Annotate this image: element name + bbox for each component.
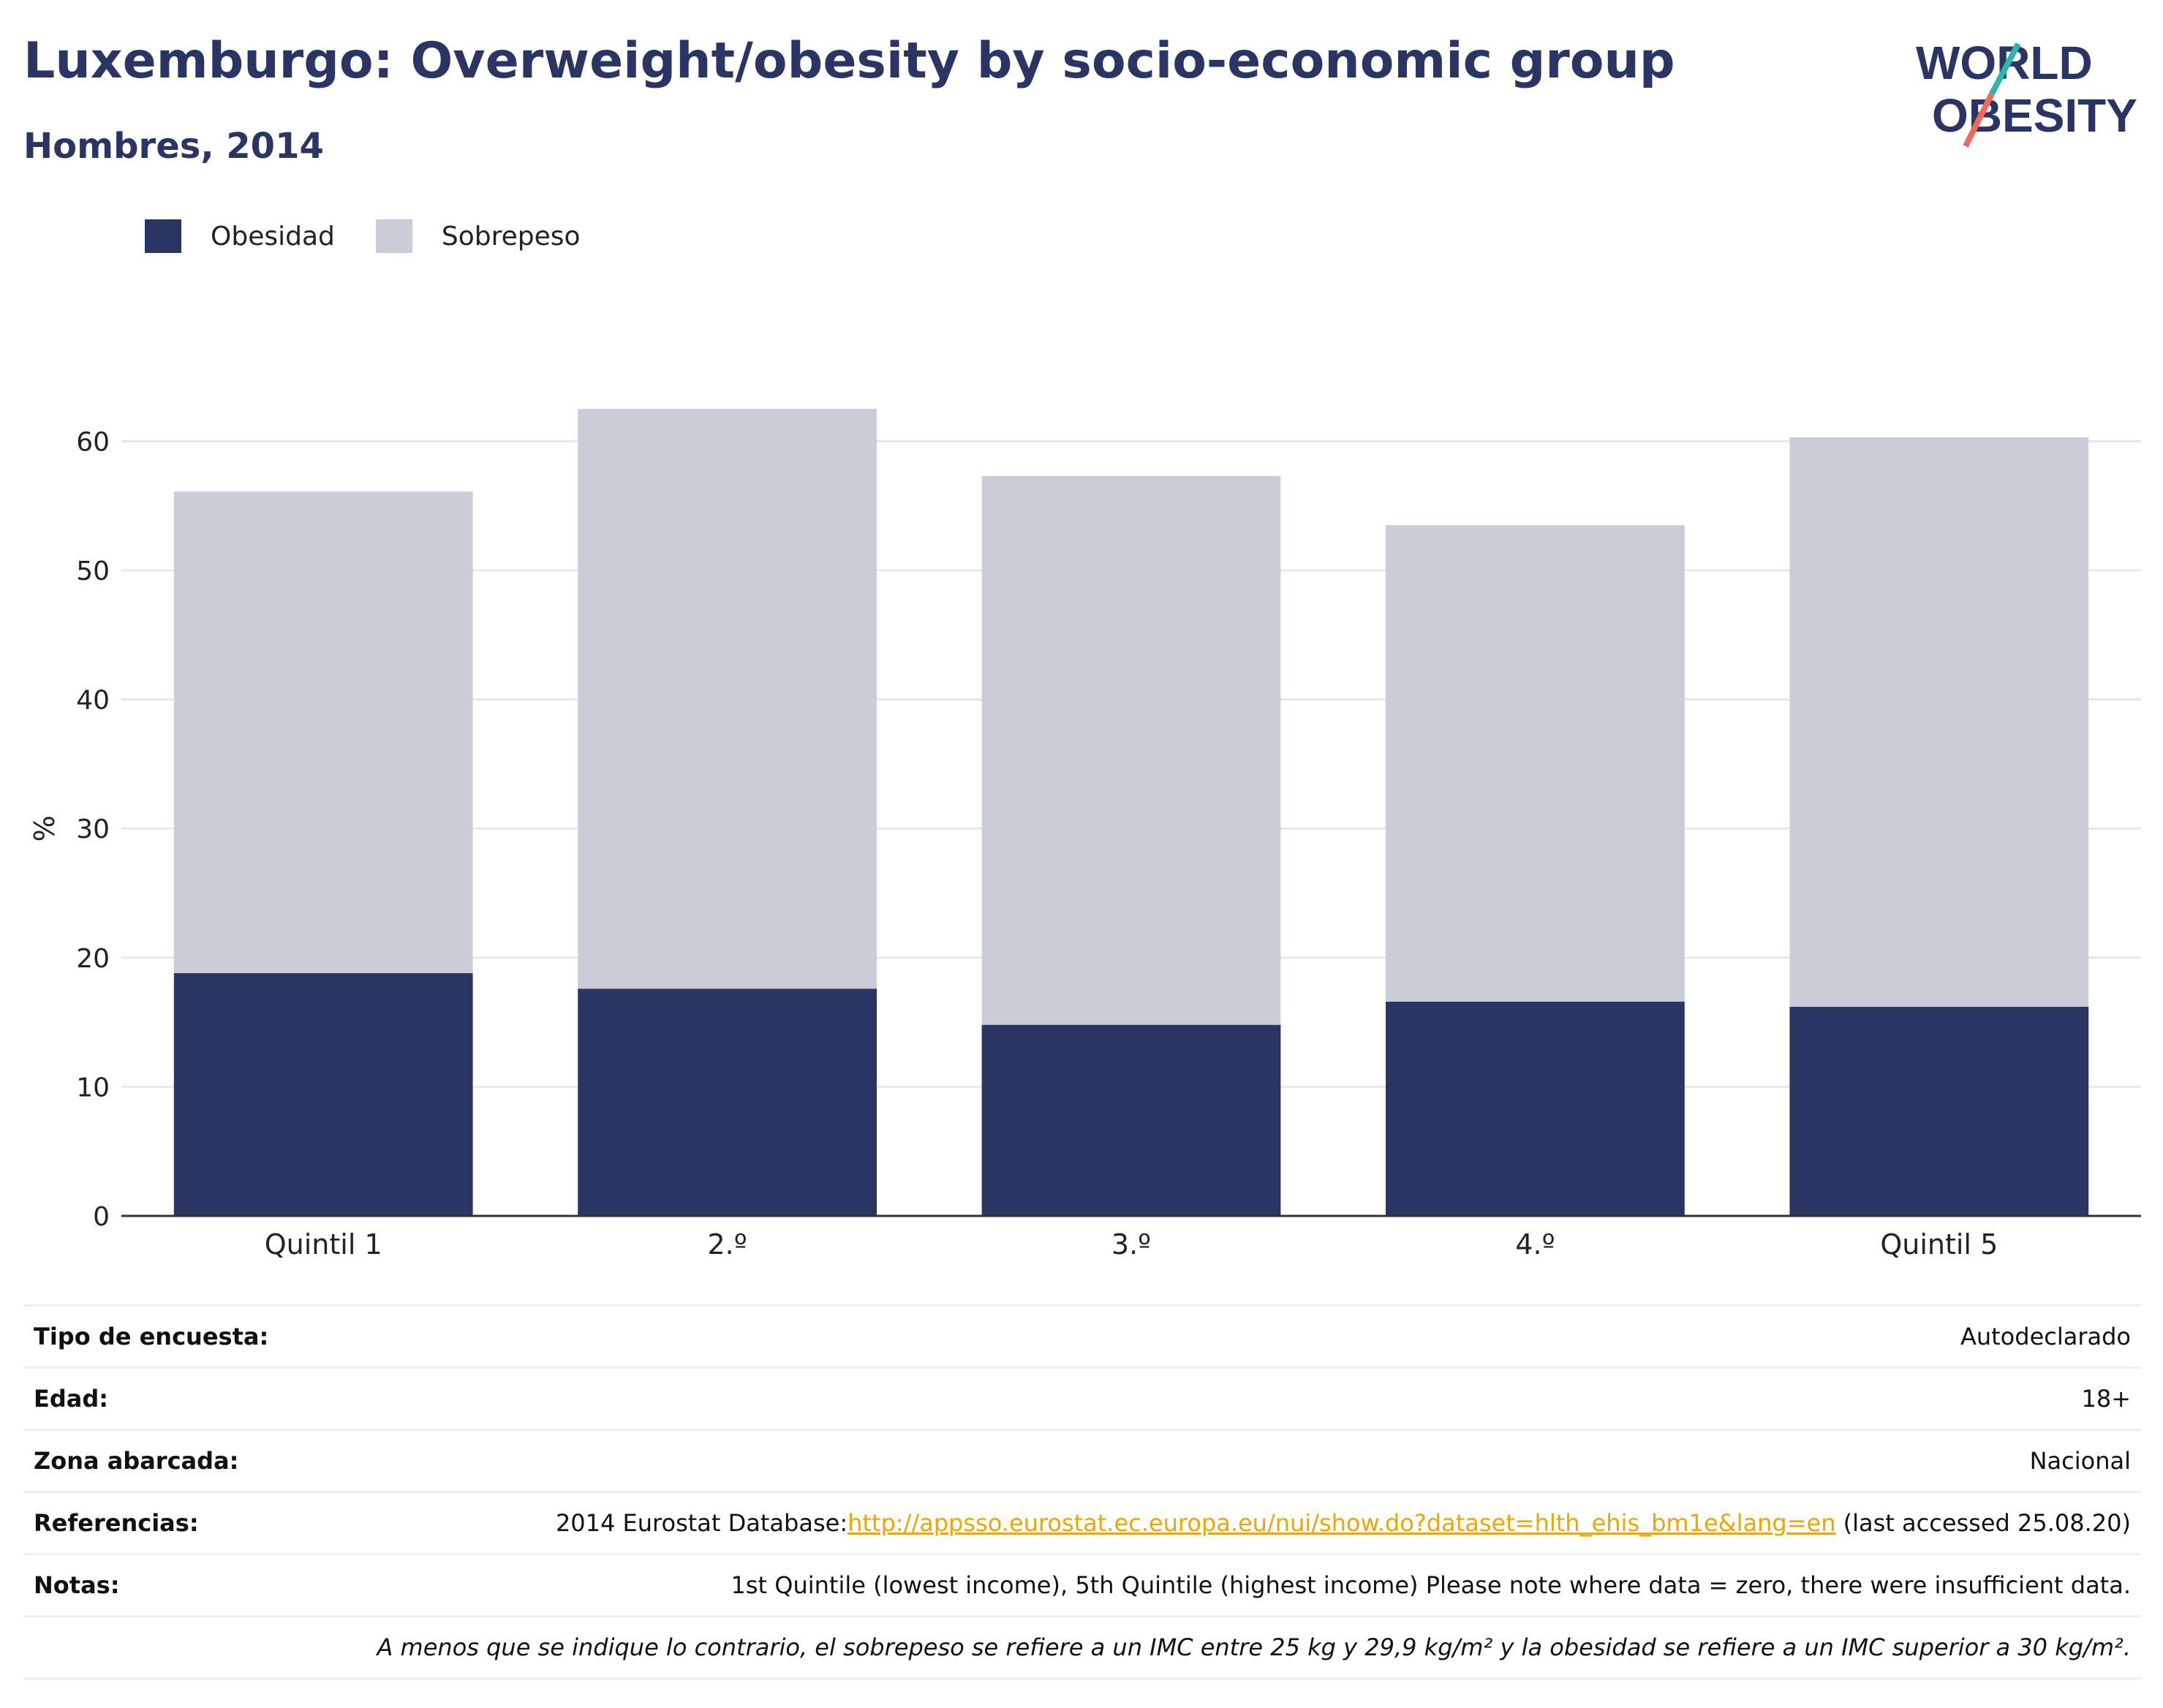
- bar-sobrepeso: [981, 476, 1281, 1025]
- legend-swatch-obesidad: [145, 219, 181, 253]
- info-row-definition: A menos que se indique lo contrario, el …: [23, 1615, 2141, 1679]
- y-tick-label: 0: [93, 1202, 110, 1232]
- info-value: 1st Quintile (lowest income), 5th Quinti…: [731, 1571, 2132, 1599]
- chart-subtitle: Hombres, 2014: [23, 126, 324, 167]
- info-label: Referencias:: [34, 1509, 199, 1537]
- legend-label-obesidad: Obesidad: [211, 221, 335, 252]
- y-tick-label: 60: [76, 427, 110, 457]
- info-label: Notas:: [34, 1571, 120, 1599]
- x-tick-label: 4.º: [1515, 1228, 1555, 1261]
- y-tick-label: 10: [76, 1073, 110, 1103]
- x-tick-label: Quintil 1: [265, 1228, 382, 1261]
- bar-sobrepeso: [173, 491, 473, 973]
- bar-obesidad: [1789, 1006, 2089, 1216]
- reference-prefix: 2014 Eurostat Database:: [555, 1509, 848, 1537]
- bar-chart: 0 10 20 30 40 50 60% Quintil 1 2.º 3.º 4.º Quintil …: [29, 409, 2141, 1261]
- legend-label-sobrepeso: Sobrepeso: [441, 221, 581, 252]
- logo-line-1: WORLD: [1916, 37, 2093, 89]
- info-row-notes: Notas: 1st Quintile (lowest income), 5th…: [23, 1553, 2141, 1615]
- x-tick-label: 2.º: [708, 1228, 747, 1261]
- logo-line-2: OBESITY: [1932, 89, 2137, 142]
- bar-sobrepeso: [1789, 437, 2089, 1007]
- y-axis-label: %: [29, 815, 61, 842]
- bar-obesidad: [981, 1024, 1281, 1216]
- reference-suffix: (last accessed 25.08.20): [1835, 1509, 2131, 1537]
- info-row-area: Zona abarcada: Nacional: [23, 1429, 2141, 1491]
- y-tick-label: 50: [76, 556, 110, 586]
- info-label: Edad:: [34, 1385, 109, 1413]
- world-obesity-logo: WORLD OBESITY: [1916, 37, 2137, 148]
- info-row-age: Edad: 18+: [23, 1367, 2141, 1429]
- info-table: Tipo de encuesta: Autodeclarado Edad: 18…: [23, 1304, 2141, 1679]
- info-row-survey-type: Tipo de encuesta: Autodeclarado: [23, 1304, 2141, 1367]
- info-value: 2014 Eurostat Database:http://appsso.eur…: [556, 1509, 2141, 1537]
- info-label: Zona abarcada:: [34, 1447, 239, 1475]
- info-value: 18+: [2081, 1385, 2131, 1413]
- legend-swatch-sobrepeso: [375, 219, 412, 253]
- info-row-references: Referencias: 2014 Eurostat Database:http…: [23, 1491, 2141, 1553]
- info-label: Tipo de encuesta:: [34, 1323, 269, 1350]
- bar-obesidad: [173, 972, 473, 1216]
- reference-link[interactable]: http://appsso.eurostat.ec.europa.eu/nui/…: [848, 1509, 1836, 1537]
- bar-obesidad: [1386, 1001, 1685, 1216]
- x-tick-label: Quintil 5: [1880, 1228, 1998, 1261]
- bar-obesidad: [578, 989, 877, 1216]
- info-value: Autodeclarado: [1960, 1323, 2131, 1350]
- y-tick-label: 20: [76, 944, 110, 974]
- bar-sobrepeso: [578, 409, 877, 989]
- legend: Obesidad Sobrepeso: [145, 218, 622, 254]
- y-tick-label: 30: [76, 815, 110, 844]
- info-value: Nacional: [2029, 1447, 2131, 1475]
- legend-item-obesidad[interactable]: Obesidad: [145, 219, 335, 253]
- legend-item-sobrepeso[interactable]: Sobrepeso: [375, 219, 581, 253]
- definition-note: A menos que se indique lo contrario, el …: [377, 1633, 2131, 1661]
- x-tick-label: 3.º: [1111, 1228, 1151, 1261]
- y-tick-label: 40: [76, 686, 110, 716]
- chart-title: Luxemburgo: Overweight/obesity by socio-…: [23, 32, 1675, 90]
- bar-sobrepeso: [1386, 525, 1685, 1002]
